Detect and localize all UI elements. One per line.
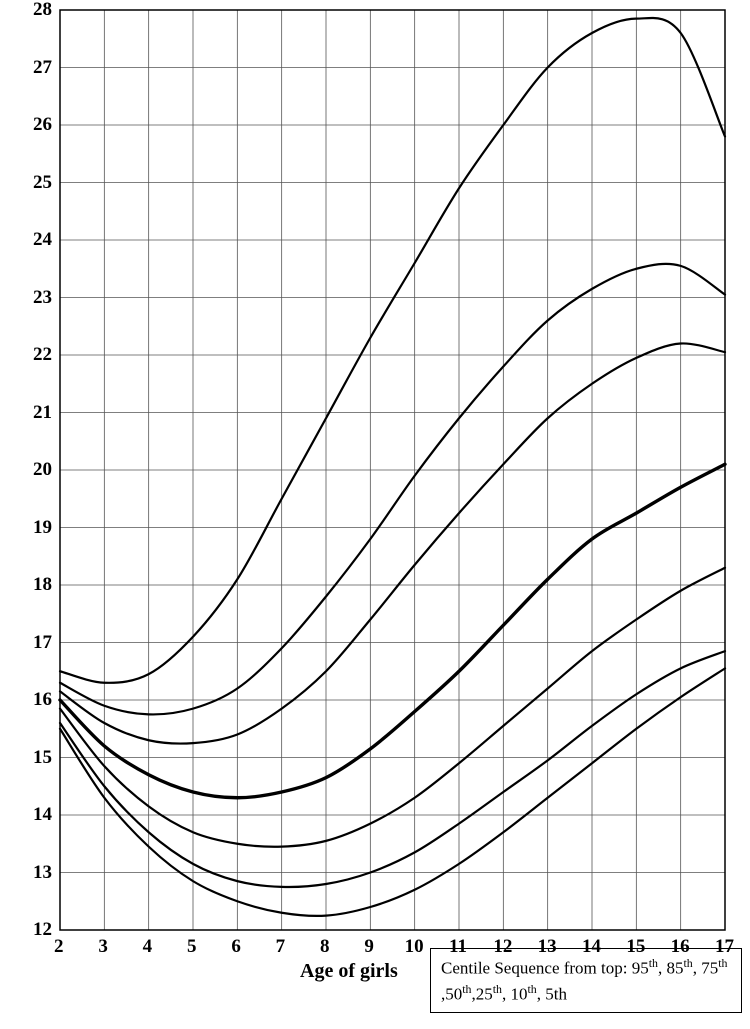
xtick-label: 15 — [626, 936, 645, 958]
ytick-label: 21 — [12, 402, 52, 424]
chart-svg — [0, 0, 750, 1029]
xtick-label: 4 — [143, 936, 153, 958]
ytick-label: 20 — [12, 459, 52, 481]
xtick-label: 11 — [449, 936, 467, 958]
ytick-label: 22 — [12, 344, 52, 366]
ytick-label: 24 — [12, 229, 52, 251]
ytick-label: 28 — [12, 0, 52, 21]
ytick-label: 27 — [12, 57, 52, 79]
ytick-label: 18 — [12, 574, 52, 596]
xtick-label: 8 — [320, 936, 330, 958]
xtick-label: 7 — [276, 936, 286, 958]
xtick-label: 12 — [493, 936, 512, 958]
xtick-label: 10 — [405, 936, 424, 958]
ytick-label: 12 — [12, 919, 52, 941]
xtick-label: 14 — [582, 936, 601, 958]
ytick-label: 17 — [12, 632, 52, 654]
xtick-label: 2 — [54, 936, 64, 958]
ytick-label: 16 — [12, 689, 52, 711]
x-axis-label: Age of girls — [300, 960, 398, 983]
ytick-label: 13 — [12, 862, 52, 884]
ytick-label: 26 — [12, 114, 52, 136]
xtick-label: 6 — [231, 936, 241, 958]
ytick-label: 15 — [12, 747, 52, 769]
growth-centile-chart: Age of girls Centile Sequence from top: … — [0, 0, 750, 1029]
xtick-label: 17 — [715, 936, 734, 958]
ytick-label: 25 — [12, 172, 52, 194]
xtick-label: 3 — [98, 936, 108, 958]
ytick-label: 19 — [12, 517, 52, 539]
ytick-label: 14 — [12, 804, 52, 826]
xtick-label: 5 — [187, 936, 197, 958]
xtick-label: 13 — [538, 936, 557, 958]
ytick-label: 23 — [12, 287, 52, 309]
xtick-label: 16 — [671, 936, 690, 958]
xtick-label: 9 — [364, 936, 374, 958]
